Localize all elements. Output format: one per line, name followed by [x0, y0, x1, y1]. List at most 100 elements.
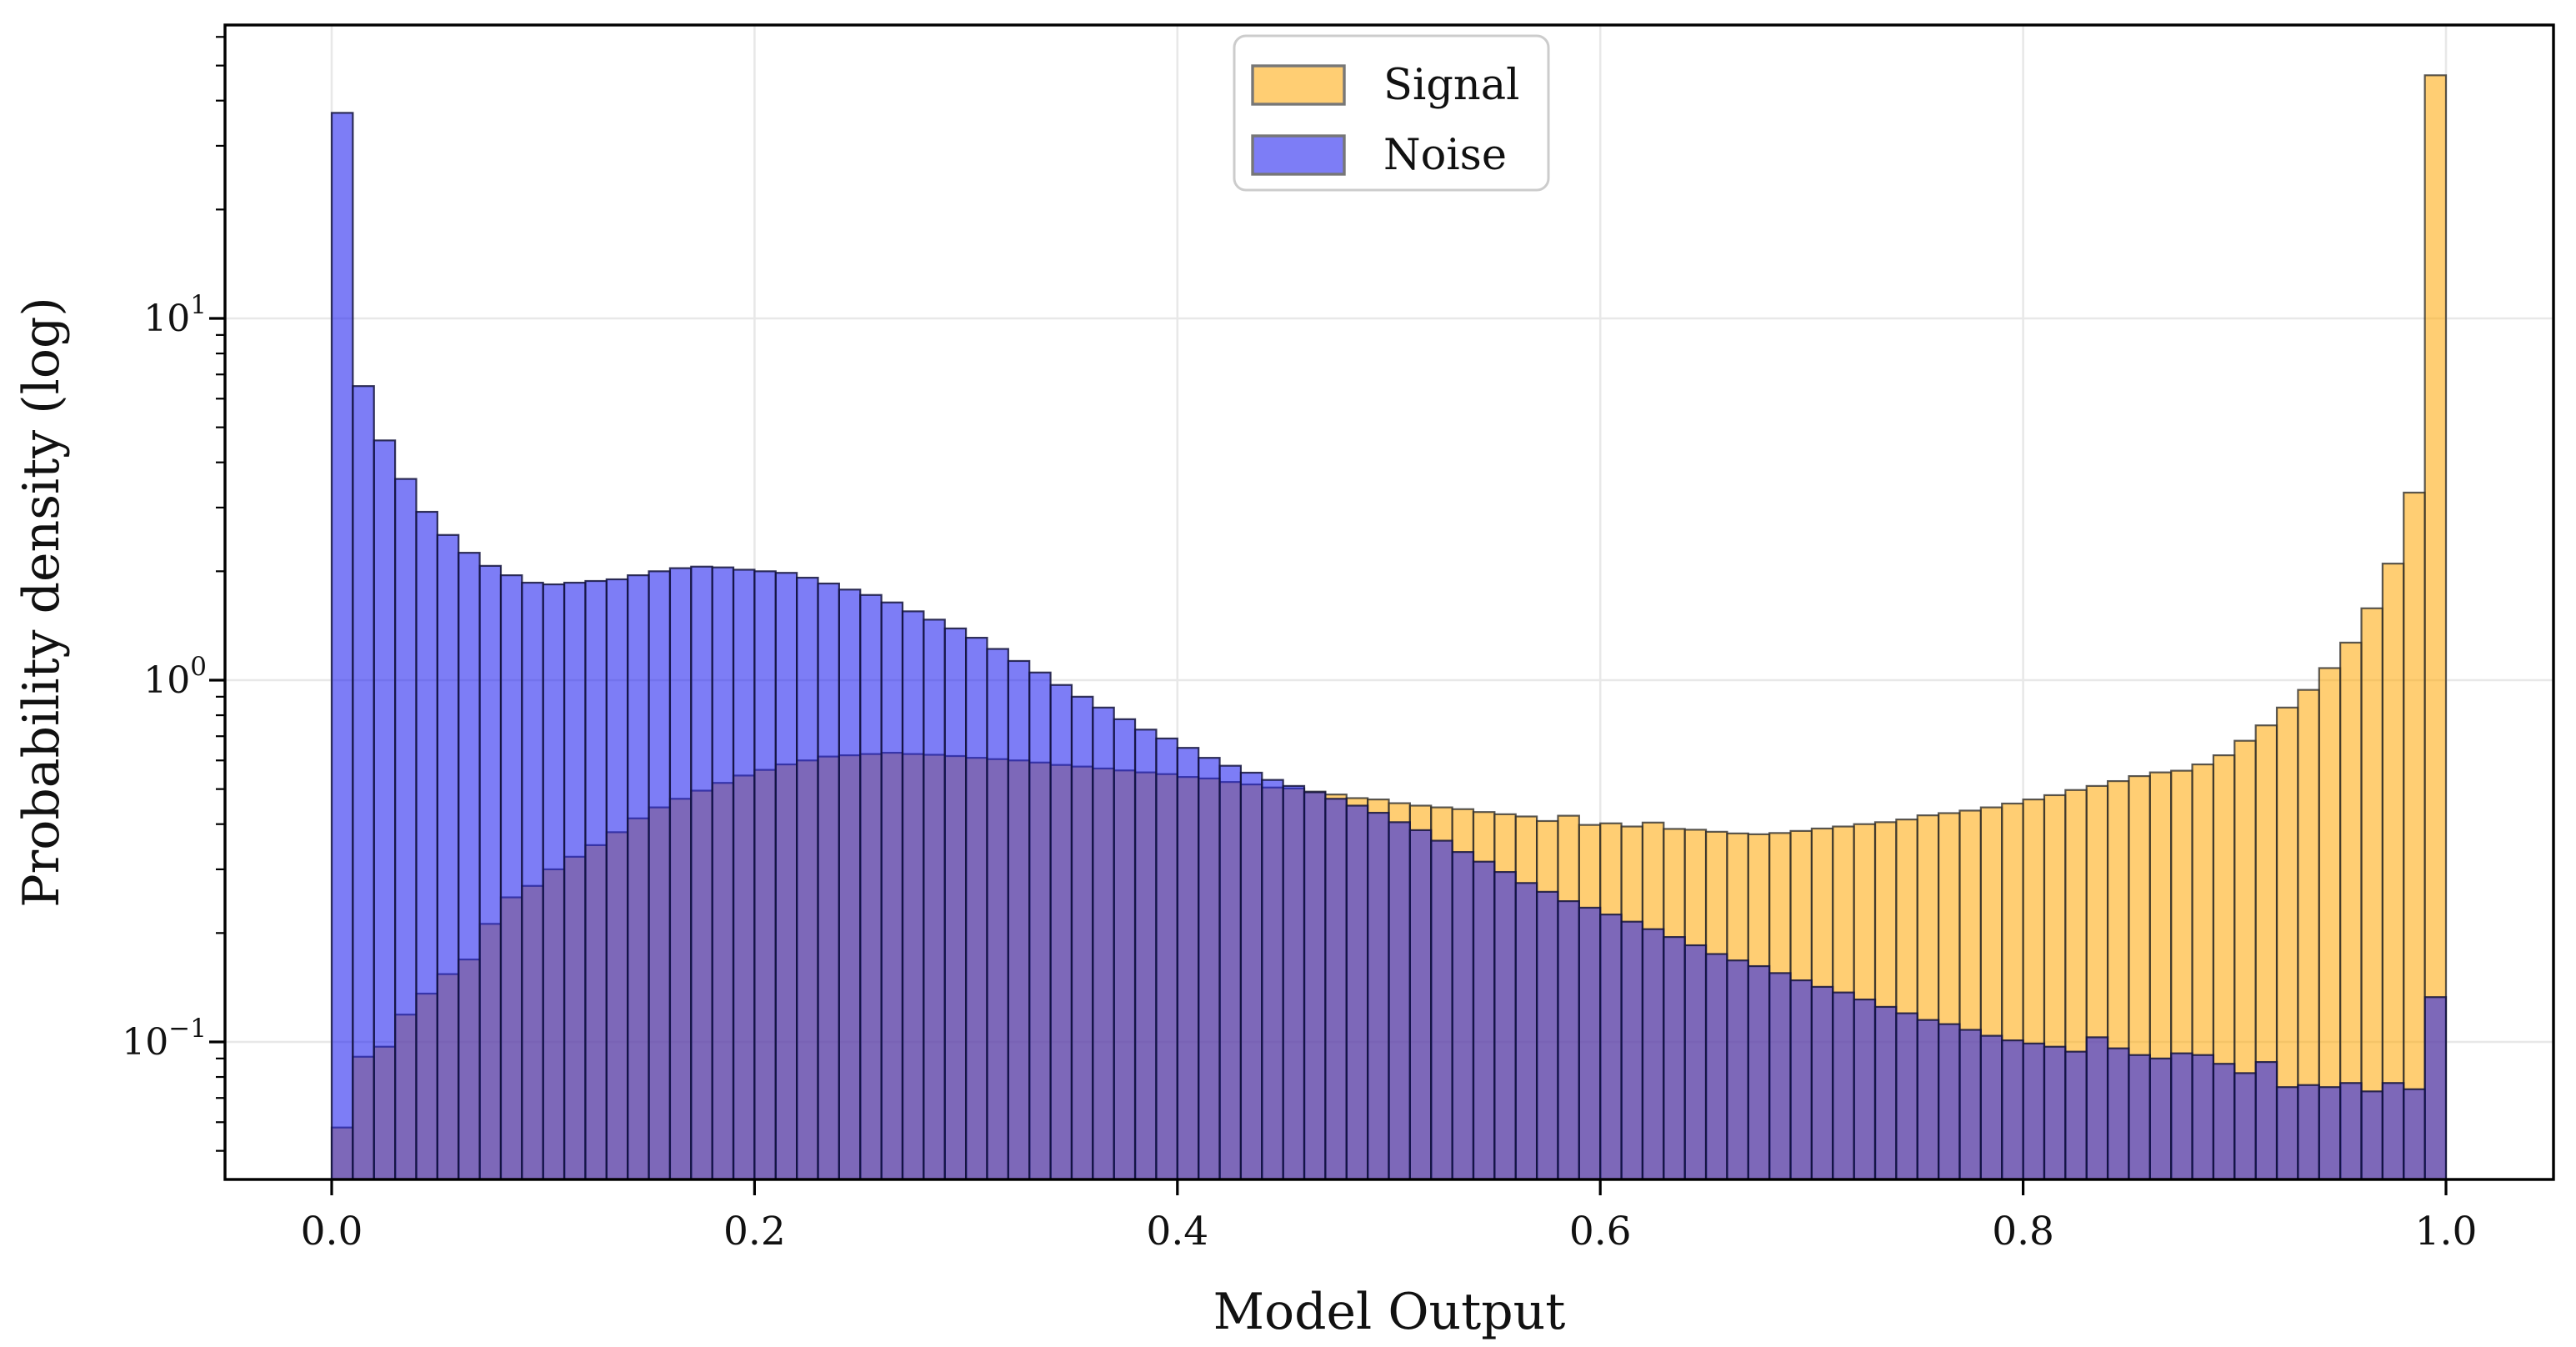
noise-bar	[1345, 804, 1369, 1181]
noise-bar	[1007, 659, 1031, 1181]
noise-bar	[1747, 964, 1771, 1181]
noise-bar	[605, 578, 629, 1181]
noise-bar	[1049, 684, 1073, 1181]
noise-bar	[838, 588, 862, 1181]
noise-bar	[563, 581, 587, 1181]
noise-bar	[2022, 1042, 2046, 1181]
noise-bar	[1853, 999, 1877, 1181]
y-axis-title: Probability density (log)	[13, 297, 71, 908]
noise-bar	[330, 112, 354, 1181]
noise-bar	[1324, 798, 1348, 1181]
noise-bar	[584, 579, 608, 1181]
noise-bar	[415, 510, 438, 1181]
x-tick-label: 0.2	[723, 1209, 786, 1254]
noise-bar	[1578, 906, 1602, 1181]
noise-bar	[1599, 914, 1623, 1181]
noise-bar	[1557, 900, 1580, 1181]
noise-bar	[2191, 1054, 2215, 1181]
noise-bar	[1641, 928, 1665, 1181]
noise-bar	[690, 565, 713, 1181]
noise-bar	[521, 581, 544, 1181]
noise-bar	[458, 552, 481, 1181]
x-tick-label: 0.8	[1992, 1209, 2054, 1254]
noise-bar	[1303, 791, 1327, 1181]
noise-bar	[1789, 979, 1813, 1181]
noise-bar	[478, 564, 503, 1181]
noise-bar	[1704, 953, 1728, 1181]
noise-bar	[1388, 821, 1411, 1181]
axes-spines	[223, 23, 2555, 1181]
noise-bar	[1430, 839, 1453, 1181]
noise-bar	[1070, 695, 1094, 1181]
noise-bar	[1979, 1034, 2003, 1181]
noise-bar	[2403, 1088, 2426, 1181]
noise-bar	[352, 385, 375, 1181]
noise-bar	[1832, 991, 1855, 1181]
noise-bar	[1768, 972, 1792, 1181]
noise-bar	[1873, 1005, 1898, 1181]
x-tick-label: 0.4	[1146, 1209, 1208, 1254]
noise-bar	[1472, 860, 1496, 1181]
x-tick-label: 0.6	[1569, 1209, 1632, 1254]
plot-border	[223, 23, 2555, 1181]
noise-bar	[2064, 1050, 2088, 1181]
x-tick-label: 0.0	[301, 1209, 363, 1254]
noise-bar	[2339, 1082, 2363, 1181]
noise-series	[330, 112, 2448, 1181]
noise-bar	[1367, 811, 1390, 1181]
noise-bar	[542, 583, 566, 1181]
noise-bar	[711, 566, 735, 1181]
noise-bar	[394, 478, 418, 1181]
noise-bar	[1282, 784, 1306, 1181]
noise-bar	[1938, 1023, 1961, 1181]
y-tick-label: 10−1	[122, 1014, 207, 1064]
noise-bar	[753, 570, 777, 1181]
noise-bar	[986, 648, 1009, 1181]
noise-bar	[2423, 996, 2448, 1181]
noise-bar	[943, 627, 968, 1181]
noise-bar	[732, 568, 756, 1181]
noise-bar	[796, 576, 819, 1181]
noise-bar	[1408, 829, 1433, 1181]
noise-bar	[901, 610, 925, 1181]
noise-bar	[923, 618, 946, 1181]
noise-bar	[627, 574, 650, 1181]
noise-bar	[2318, 1086, 2342, 1181]
legend-label-signal: Signal	[1383, 61, 1519, 110]
signal-bar	[2423, 74, 2448, 1181]
noise-bar	[373, 439, 397, 1181]
noise-bar	[2360, 1090, 2383, 1181]
y-tick-label: 100	[143, 652, 207, 702]
legend-label-noise: Noise	[1383, 131, 1507, 180]
noise-bar	[1451, 851, 1475, 1181]
noise-bar	[774, 572, 798, 1181]
noise-bar	[1493, 870, 1517, 1181]
noise-bar	[1198, 757, 1221, 1181]
noise-bar	[668, 567, 693, 1181]
noise-bar	[2128, 1054, 2151, 1181]
noise-bar	[1092, 706, 1115, 1181]
signal-bar	[2403, 491, 2426, 1181]
noise-bar	[2212, 1063, 2236, 1181]
noise-bar	[1916, 1019, 1940, 1181]
noise-bar	[2148, 1057, 2173, 1181]
y-tick-label: 101	[143, 290, 207, 340]
noise-bar	[1958, 1029, 1982, 1181]
noise-bar	[1028, 671, 1052, 1181]
noise-bar	[2254, 1060, 2278, 1181]
noise-bar	[1133, 729, 1158, 1181]
legend-swatch-noise	[1251, 134, 1346, 176]
noise-bar	[1535, 890, 1559, 1181]
noise-bar	[436, 533, 460, 1181]
noise-bar	[2170, 1052, 2193, 1181]
noise-bar	[2275, 1086, 2299, 1181]
noise-bar	[2085, 1036, 2109, 1181]
noise-bar	[2106, 1047, 2130, 1181]
tick-marks	[209, 36, 2448, 1195]
noise-bar	[1155, 737, 1178, 1181]
noise-bar	[1239, 771, 1263, 1181]
noise-bar	[964, 637, 988, 1181]
noise-bar	[817, 582, 840, 1181]
